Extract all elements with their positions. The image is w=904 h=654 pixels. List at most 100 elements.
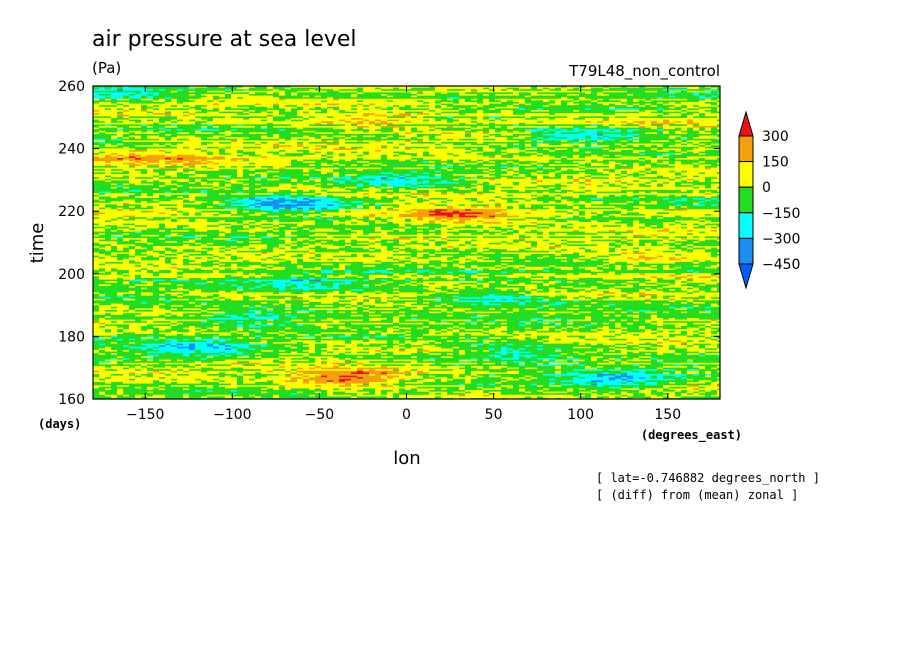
heatmap-cell (357, 100, 364, 103)
heatmap-cell (657, 194, 670, 197)
heatmap-cell (693, 119, 718, 122)
heatmap-cell (153, 97, 166, 100)
heatmap-cell (345, 121, 352, 124)
heatmap-cell (441, 129, 466, 132)
heatmap-cell (513, 105, 544, 108)
heatmap-cell (513, 194, 532, 197)
heatmap-cell (627, 183, 634, 186)
heatmap-cell (519, 140, 526, 143)
heatmap-cell (177, 124, 208, 127)
heatmap-cell (123, 121, 136, 124)
heatmap-cell (531, 135, 556, 138)
heatmap-cell (501, 177, 508, 180)
heatmap-cell (327, 100, 358, 103)
heatmap-cell (633, 191, 640, 194)
heatmap-cell (207, 150, 220, 152)
heatmap-cell (555, 170, 562, 173)
heatmap-cell (303, 135, 310, 138)
heatmap-cell (645, 191, 652, 194)
heatmap-cell (663, 102, 670, 104)
heatmap-cell (633, 166, 652, 168)
heatmap-cell (639, 137, 670, 140)
heatmap-cell (201, 94, 226, 96)
heatmap-cell (123, 146, 130, 149)
heatmap-cell (585, 151, 592, 154)
heatmap-cell (123, 159, 130, 162)
heatmap-cell (717, 190, 720, 192)
heatmap-cell (189, 87, 196, 90)
heatmap-cell (507, 161, 514, 164)
heatmap-cell (315, 169, 334, 172)
heatmap-cell (633, 183, 640, 186)
heatmap-cell (183, 164, 196, 167)
heatmap-cell (537, 140, 544, 143)
heatmap-cell (441, 162, 448, 165)
heatmap-cell (303, 183, 316, 186)
heatmap-cell (699, 124, 718, 127)
heatmap-cell (579, 116, 610, 119)
heatmap-cell (381, 164, 388, 167)
heatmap-cell (153, 89, 160, 92)
heatmap-cell (651, 105, 658, 108)
heatmap-cell (603, 137, 610, 140)
heatmap-cell (669, 177, 676, 180)
heatmap-cell (189, 114, 268, 117)
heatmap-cell (369, 129, 376, 132)
heatmap-cell (339, 132, 394, 135)
heatmap-cell (537, 121, 544, 124)
heatmap-cell (171, 162, 184, 165)
heatmap-cell (399, 188, 406, 191)
heatmap-cell (93, 87, 100, 90)
heatmap-cell (207, 167, 214, 170)
heatmap-cell (165, 100, 172, 103)
heatmap-cell (441, 193, 448, 196)
heatmap-cell (435, 166, 442, 168)
heatmap-cell (147, 164, 160, 167)
heatmap-cell (429, 135, 436, 138)
heatmap-cell (243, 86, 256, 88)
heatmap-cell (321, 180, 334, 183)
heatmap-cell (585, 172, 604, 175)
heatmap-cell (483, 154, 496, 157)
heatmap-cell (579, 110, 616, 112)
heatmap-cell (387, 135, 394, 138)
heatmap-cell (249, 178, 256, 181)
heatmap-cell (447, 153, 454, 156)
heatmap-cell (117, 130, 124, 133)
heatmap-cell (339, 167, 346, 170)
heatmap-cell (363, 180, 418, 183)
heatmap-cell (573, 127, 580, 130)
heatmap-cell (447, 126, 454, 128)
heatmap-cell (105, 143, 112, 146)
heatmap-cell (507, 172, 520, 175)
heatmap-cell (657, 129, 664, 132)
heatmap-cell (615, 103, 628, 106)
heatmap-cell (543, 170, 556, 173)
heatmap-cell (165, 138, 172, 141)
heatmap-cell (333, 140, 340, 143)
heatmap-cell (441, 132, 454, 135)
heatmap-cell (399, 119, 424, 122)
heatmap-cell (705, 114, 720, 117)
heatmap-cell (549, 161, 556, 164)
heatmap-cell (711, 92, 718, 95)
heatmap-cell (489, 118, 496, 120)
heatmap-cell (315, 194, 328, 197)
heatmap-cell (117, 158, 124, 160)
heatmap-cell (93, 166, 118, 168)
heatmap-cell (633, 180, 640, 183)
heatmap-cell (615, 124, 622, 127)
heatmap-cell (681, 174, 720, 176)
heatmap-cell (279, 92, 286, 95)
heatmap-cell (567, 102, 574, 104)
heatmap-cell (645, 122, 652, 125)
heatmap-cell (669, 119, 688, 122)
heatmap-cell (333, 164, 340, 167)
heatmap-cell (165, 102, 178, 104)
heatmap-cell (555, 126, 574, 128)
heatmap-cell (207, 86, 220, 88)
heatmap-cell (477, 138, 484, 141)
heatmap-cell (687, 116, 694, 119)
heatmap-cell (699, 111, 712, 114)
heatmap-cell (285, 167, 316, 170)
